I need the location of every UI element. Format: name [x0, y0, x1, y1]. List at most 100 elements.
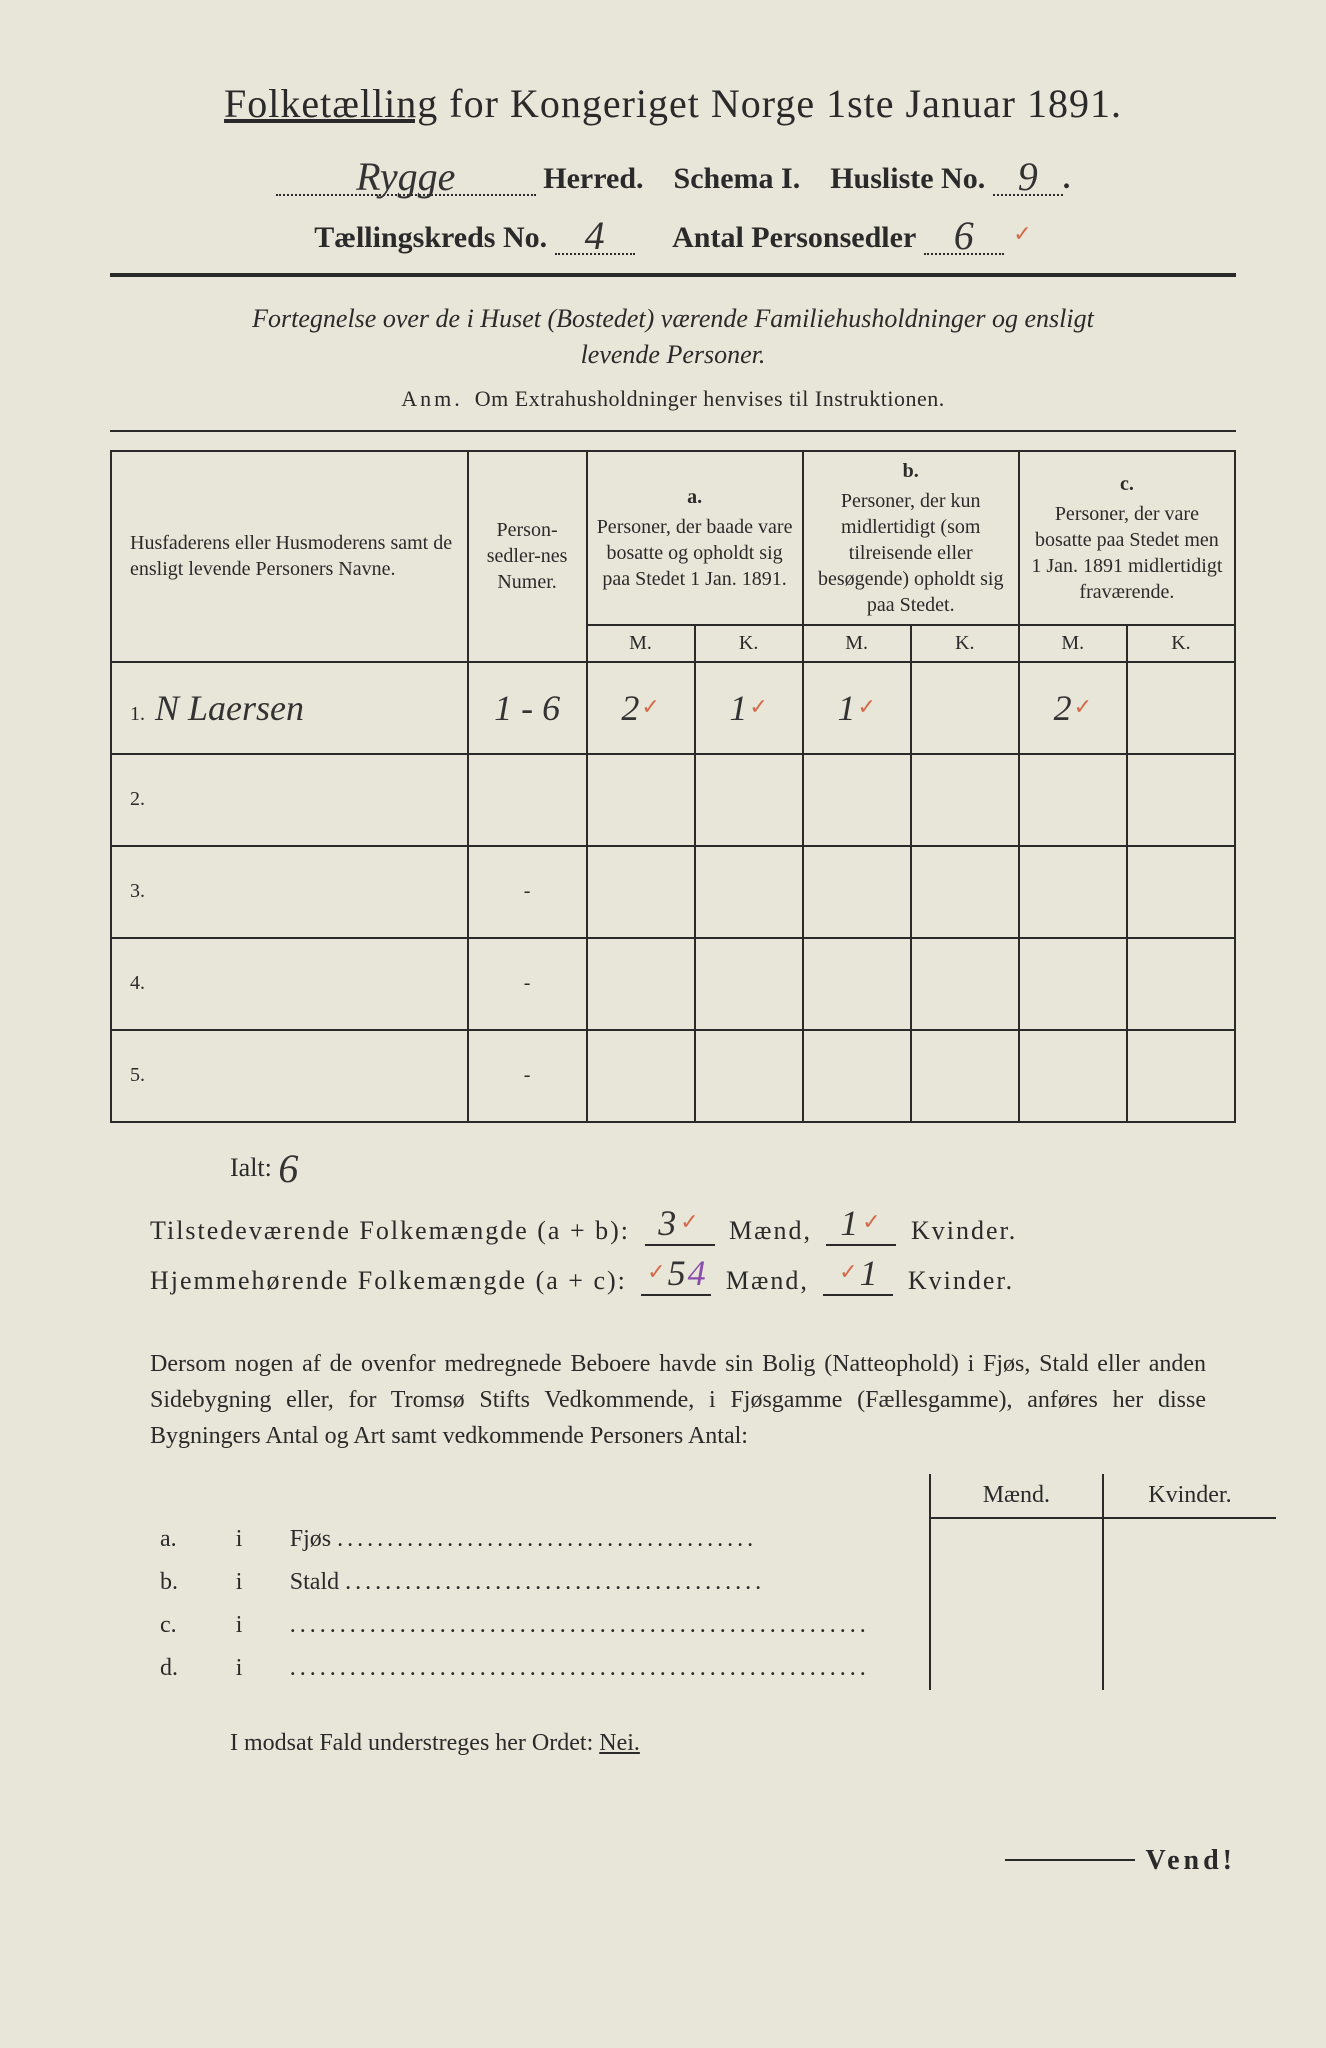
cell-b-m: 1✓ [803, 662, 911, 754]
side-lbl: b. [150, 1561, 226, 1604]
tilstede-label: Tilstedeværende Folkemængde (a + b): [150, 1216, 630, 1245]
maend-label-2: Mænd, [726, 1266, 809, 1295]
kreds-value: 4 [585, 213, 605, 258]
title-rest: for Kongeriget Norge 1ste Januar 1891. [449, 81, 1122, 126]
side-name: Fjøs [280, 1518, 930, 1561]
table-row: 2. [111, 754, 1235, 846]
cell-c-m: 2✓ [1019, 662, 1127, 754]
cell-numer [468, 754, 587, 846]
fortegnelse-text: Fortegnelse over de i Huset (Bostedet) v… [110, 301, 1236, 374]
tilstede-m: 3 [658, 1203, 678, 1243]
side-i: i [226, 1561, 280, 1604]
cell-n: 3. [111, 846, 468, 938]
cell-a-k: 1✓ [695, 662, 803, 754]
cell-b-k [911, 662, 1019, 754]
th-c-m: M. [1019, 625, 1127, 662]
hjemme-m2: 4 [688, 1253, 708, 1293]
kvinder-label-2: Kvinder. [908, 1266, 1014, 1295]
census-form-page: Folketælling for Kongeriget Norge 1ste J… [110, 80, 1236, 1757]
side-row: d. i [150, 1647, 1276, 1690]
side-lbl: c. [150, 1604, 226, 1647]
side-row: b. i Stald [150, 1561, 1276, 1604]
hjemme-k-field: ✓1 [823, 1252, 893, 1296]
cell-numer: 1 - 6 [468, 662, 587, 754]
side-i: i [226, 1647, 280, 1690]
th-a: a. Personer, der baade vare bosatte og o… [587, 451, 803, 625]
side-name [280, 1647, 930, 1690]
side-name [280, 1604, 930, 1647]
side-name: Stald [280, 1561, 930, 1604]
th-b-m: M. [803, 625, 911, 662]
herred-value: Rygge [356, 154, 455, 199]
tilstede-k-field: 1✓ [826, 1202, 896, 1246]
hjemme-m1: 5 [668, 1253, 688, 1293]
side-row: c. i [150, 1604, 1276, 1647]
husliste-value: 9 [1018, 154, 1038, 199]
cell-n: 2. [111, 754, 468, 846]
title-underlined: Folketælling [224, 81, 438, 126]
side-i: i [226, 1604, 280, 1647]
th-c-label: c. [1028, 471, 1226, 497]
hjemme-label: Hjemmehørende Folkemængde (a + c): [150, 1266, 627, 1295]
fort-line1: Fortegnelse over de i Huset (Bostedet) v… [252, 304, 1094, 333]
antal-label: Antal Personsedler [672, 221, 916, 254]
modsat-nei: Nei. [599, 1730, 640, 1756]
hjemme-k: 1 [860, 1253, 880, 1293]
anm-text: Om Extrahusholdninger henvises til Instr… [475, 386, 945, 411]
side-building-table: Mænd. Kvinder. a. i Fjøs b. i Stald c. i… [150, 1474, 1276, 1690]
side-maend: Mænd. [930, 1474, 1103, 1518]
divider-thick [110, 273, 1236, 277]
cell-n: 5. [111, 1030, 468, 1122]
th-a-m: M. [587, 625, 695, 662]
side-i: i [226, 1518, 280, 1561]
cell-numer: - [468, 846, 587, 938]
table-row: 1. N Laersen 1 - 6 2✓ 1✓ 1✓ 2✓ [111, 662, 1235, 754]
tilstede-line: Tilstedeværende Folkemængde (a + b): 3✓ … [150, 1202, 1236, 1246]
antal-value: 6 [954, 213, 974, 258]
th-b-text: Personer, der kun midlertidigt (som tilr… [818, 490, 1004, 616]
main-table: Husfaderens eller Husmoderens samt de en… [110, 450, 1236, 1123]
cell-numer: - [468, 938, 587, 1030]
husliste-field: 9 [993, 147, 1063, 196]
th-c-k: K. [1127, 625, 1235, 662]
ialt-line: Ialt: 6 [230, 1139, 1236, 1186]
th-a-k: K. [695, 625, 803, 662]
cell-n: 1. N Laersen [111, 662, 468, 754]
side-row: a. i Fjøs [150, 1518, 1276, 1561]
anm-line: Anm. Om Extrahusholdninger henvises til … [110, 386, 1236, 412]
ialt-label: Ialt: [230, 1153, 272, 1182]
kreds-label: Tællingskreds No. [314, 221, 547, 254]
th-c-text: Personer, der vare bosatte paa Stedet me… [1031, 503, 1222, 603]
side-lbl: a. [150, 1518, 226, 1561]
th-c: c. Personer, der vare bosatte paa Stedet… [1019, 451, 1235, 625]
th-name: Husfaderens eller Husmoderens samt de en… [111, 451, 468, 662]
divider-thin [110, 430, 1236, 432]
fort-line2: levende Personer. [581, 340, 766, 369]
cell-a-m: 2✓ [587, 662, 695, 754]
kreds-field: 4 [555, 206, 635, 255]
ialt-value: 6 [278, 1146, 298, 1191]
hjemme-m-field: ✓54 [641, 1252, 711, 1296]
cell-n: 4. [111, 938, 468, 1030]
side-lbl: d. [150, 1647, 226, 1690]
tilstede-m-field: 3✓ [645, 1202, 715, 1246]
tilstede-k: 1 [840, 1203, 860, 1243]
side-kvinder: Kvinder. [1103, 1474, 1276, 1518]
th-a-label: a. [596, 484, 794, 510]
th-b-label: b. [812, 458, 1010, 484]
cell-name: N Laersen [155, 688, 304, 728]
herred-field: Rygge [276, 147, 536, 196]
table-row: 3. - [111, 846, 1235, 938]
th-numer: Person-sedler-nes Numer. [468, 451, 587, 662]
th-b: b. Personer, der kun midlertidigt (som t… [803, 451, 1019, 625]
cell-c-k [1127, 662, 1235, 754]
table-body: 1. N Laersen 1 - 6 2✓ 1✓ 1✓ 2✓ 2. 3. - 4 [111, 662, 1235, 1122]
dersom-paragraph: Dersom nogen af de ovenfor medregnede Be… [150, 1346, 1206, 1454]
tick-icon: ✓ [1013, 221, 1031, 246]
hjemme-line: Hjemmehørende Folkemængde (a + c): ✓54 M… [150, 1252, 1236, 1296]
page-title: Folketælling for Kongeriget Norge 1ste J… [110, 80, 1236, 127]
header-line-2: Rygge Herred. Schema I. Husliste No. 9. [110, 147, 1236, 196]
modsat-line: I modsat Fald understreges her Ordet: Ne… [230, 1730, 1236, 1757]
modsat-text: I modsat Fald understreges her Ordet: [230, 1730, 593, 1756]
husliste-label: Husliste No. [830, 162, 985, 195]
